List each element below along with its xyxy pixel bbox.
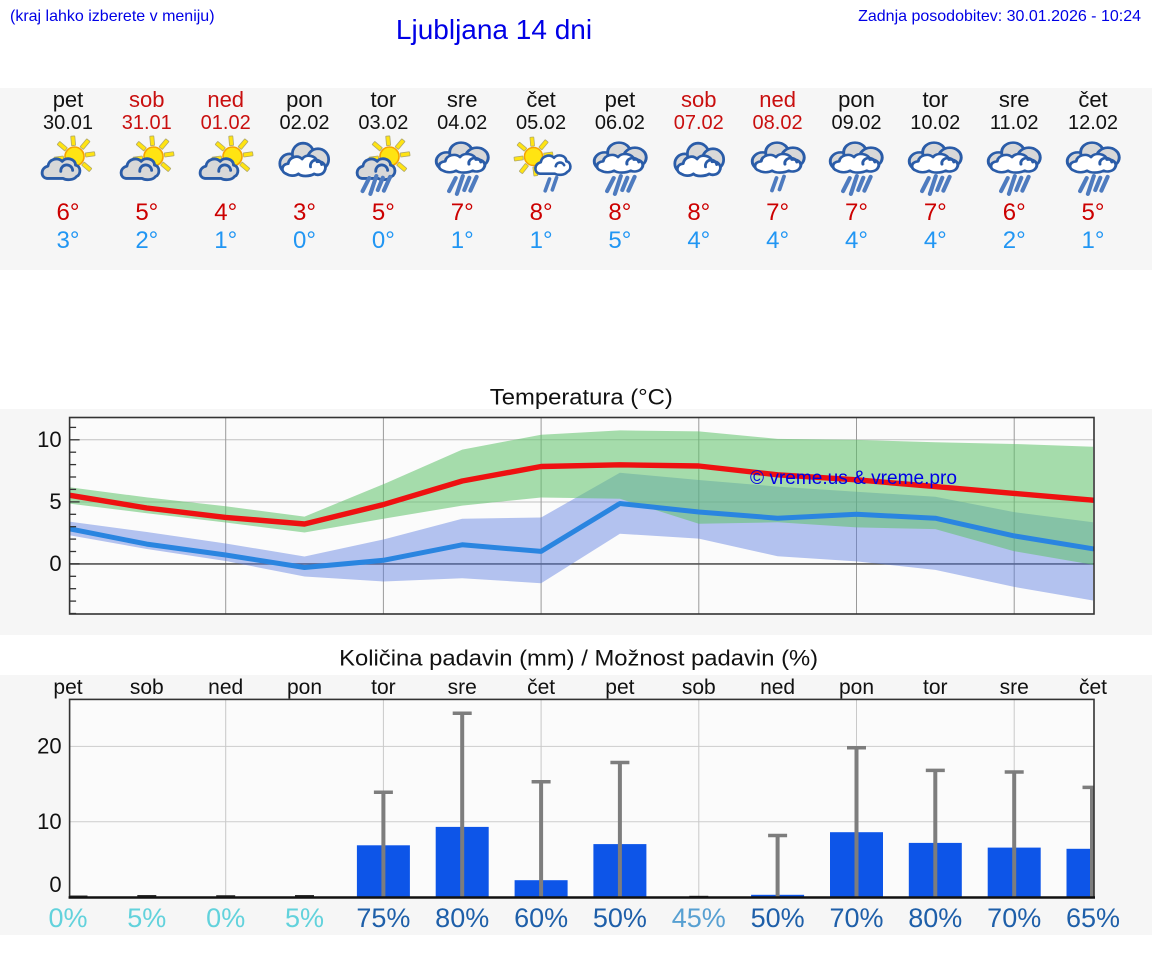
svg-text:0%: 0% <box>48 903 87 933</box>
svg-text:Količina padavin (mm) / Možnos: Količina padavin (mm) / Možnost padavin … <box>339 646 818 671</box>
svg-text:Temperatura (°C): Temperatura (°C) <box>490 385 673 410</box>
svg-text:pet: pet <box>53 676 82 699</box>
svg-text:sob: sob <box>682 676 716 699</box>
svg-text:tor: tor <box>371 676 396 699</box>
svg-text:sre: sre <box>1000 676 1029 699</box>
svg-text:čet: čet <box>527 676 555 699</box>
svg-text:65%: 65% <box>1066 903 1120 933</box>
svg-text:pon: pon <box>839 676 874 699</box>
svg-text:80%: 80% <box>908 903 962 933</box>
svg-text:10: 10 <box>37 427 61 452</box>
svg-text:ned: ned <box>760 676 795 699</box>
svg-text:80%: 80% <box>435 903 489 933</box>
svg-text:50%: 50% <box>751 903 805 933</box>
svg-text:45%: 45% <box>672 903 726 933</box>
svg-text:20: 20 <box>37 733 61 758</box>
svg-text:tor: tor <box>923 676 948 699</box>
svg-text:pon: pon <box>287 676 322 699</box>
svg-text:© vreme.us & vreme.pro: © vreme.us & vreme.pro <box>750 468 957 489</box>
svg-text:10: 10 <box>37 809 61 834</box>
svg-text:ned: ned <box>208 676 243 699</box>
svg-text:50%: 50% <box>593 903 647 933</box>
svg-text:5%: 5% <box>127 903 166 933</box>
svg-text:0: 0 <box>49 872 61 897</box>
svg-text:0%: 0% <box>206 903 245 933</box>
svg-text:5: 5 <box>49 489 61 514</box>
svg-text:70%: 70% <box>987 903 1041 933</box>
svg-text:75%: 75% <box>356 903 410 933</box>
svg-text:sob: sob <box>130 676 164 699</box>
svg-text:0: 0 <box>49 551 61 576</box>
svg-text:5%: 5% <box>285 903 324 933</box>
svg-text:pet: pet <box>605 676 634 699</box>
svg-text:sre: sre <box>448 676 477 699</box>
svg-text:70%: 70% <box>829 903 883 933</box>
svg-text:60%: 60% <box>514 903 568 933</box>
svg-text:čet: čet <box>1079 676 1107 699</box>
